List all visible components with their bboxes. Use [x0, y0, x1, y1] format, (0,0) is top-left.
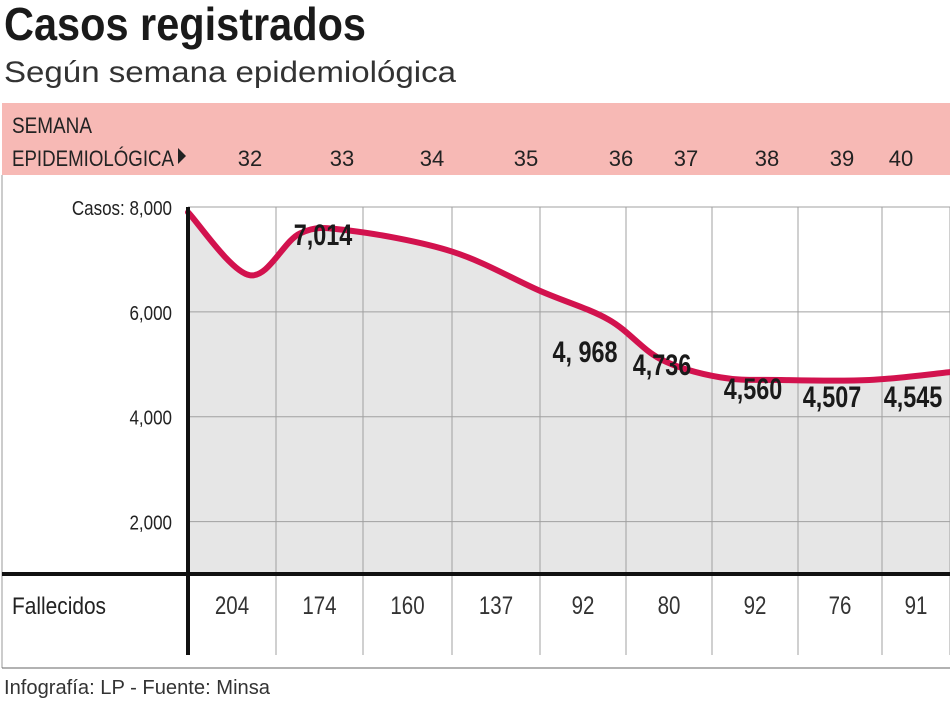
- week-label: 32: [238, 146, 262, 171]
- week-label: 37: [674, 146, 698, 171]
- week-header-label-line2: EPIDEMIOLÓGICA: [12, 146, 174, 171]
- deaths-row-label: Fallecidos: [12, 593, 106, 620]
- week-header-band: [2, 103, 950, 175]
- week-label: 35: [514, 146, 538, 171]
- data-label: 4, 968: [552, 335, 617, 368]
- deaths-value: 204: [215, 591, 249, 619]
- deaths-value: 92: [744, 591, 767, 619]
- y-tick-label: Casos: 8,000: [72, 197, 172, 220]
- deaths-value: 160: [390, 591, 424, 619]
- deaths-value: 76: [829, 591, 852, 619]
- cases-area: [188, 212, 950, 574]
- deaths-value: 91: [905, 591, 928, 619]
- data-label: 4,507: [803, 380, 862, 413]
- data-label: 7,014: [294, 218, 353, 251]
- week-label: 33: [330, 146, 354, 171]
- chart-title: Casos registrados: [4, 0, 366, 50]
- y-tick-label: 4,000: [129, 406, 172, 429]
- week-label: 36: [609, 146, 633, 171]
- data-label: 4,560: [724, 372, 783, 405]
- data-label: 4,545: [884, 380, 943, 413]
- deaths-value: 174: [302, 591, 336, 619]
- week-label: 38: [755, 146, 779, 171]
- deaths-value: 137: [479, 591, 513, 619]
- source-footer: Infografía: LP - Fuente: Minsa: [4, 677, 271, 699]
- deaths-value: 80: [658, 591, 681, 619]
- week-header-label-line1: SEMANA: [12, 113, 92, 138]
- week-label: 34: [420, 146, 444, 171]
- triangle-right-icon: [178, 148, 186, 164]
- chart-subtitle: Según semana epidemiológica: [4, 56, 456, 89]
- y-tick-label: 2,000: [129, 511, 172, 534]
- week-label: 40: [889, 146, 913, 171]
- y-tick-label: 6,000: [129, 302, 172, 325]
- deaths-value: 92: [572, 591, 595, 619]
- data-label: 4,736: [633, 348, 692, 381]
- cases-line: [185, 209, 950, 384]
- week-label: 39: [830, 146, 854, 171]
